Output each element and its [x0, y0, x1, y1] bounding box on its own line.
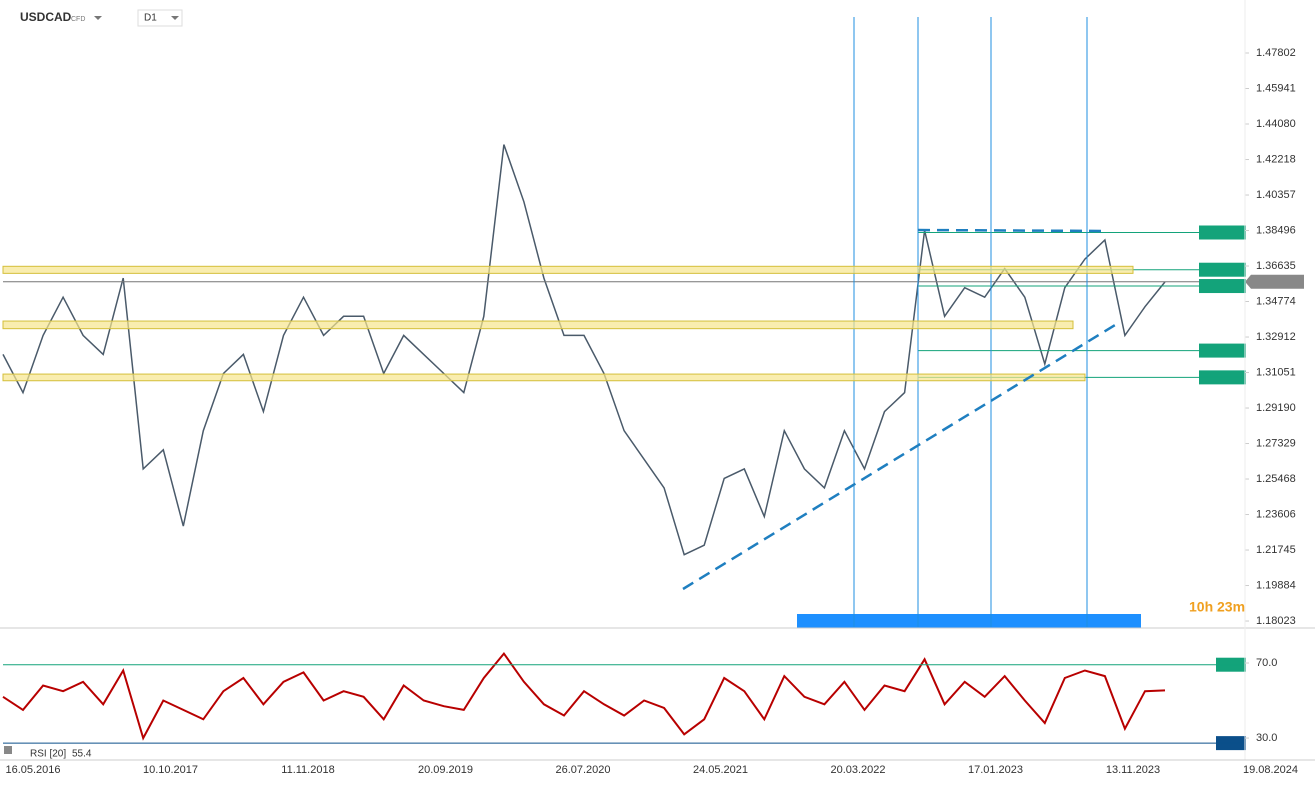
rsi-line — [2, 651, 1166, 741]
y-tick-label: 1.21745 — [1256, 544, 1296, 556]
y-tick-label: 1.38496 — [1256, 224, 1296, 236]
y-tick-label: 1.40357 — [1256, 189, 1296, 201]
x-tick-label: 26.07.2020 — [555, 764, 610, 776]
zone — [2, 320, 1074, 330]
rsi-last: 55.4 — [72, 749, 92, 760]
y-tick-label: 1.32912 — [1256, 331, 1296, 343]
y-tick-label: 1.29190 — [1256, 402, 1296, 414]
x-tick-label: 11.11.2018 — [281, 764, 334, 776]
y-tick-label: 1.19884 — [1256, 579, 1296, 591]
resistance-line — [917, 228, 1109, 233]
y-tick-label: 1.47802 — [1256, 47, 1296, 59]
y-tick-label: 1.23606 — [1256, 508, 1296, 520]
x-tick-label: 19.08.2024 — [1243, 764, 1298, 776]
y-tick-label: 1.44080 — [1256, 118, 1296, 130]
y-tick-label: 1.18023 — [1256, 615, 1296, 627]
symbol-kind: CFD — [71, 16, 85, 23]
timeframe-select[interactable] — [137, 9, 183, 27]
y-tick-label: 1.42218 — [1256, 153, 1296, 165]
rsi-icon[interactable] — [4, 746, 12, 754]
price-line — [2, 144, 1166, 556]
current-box — [1245, 274, 1304, 289]
x-tick-label: 10.10.2017 — [143, 764, 198, 776]
timeframe: D1 — [144, 13, 157, 24]
y-tick-label: 30.0 — [1256, 732, 1277, 744]
symbol-dropdown[interactable] — [94, 16, 102, 20]
zone — [2, 373, 1086, 382]
x-tick-label: 16.05.2016 — [5, 764, 60, 776]
y-tick-label: 1.36635 — [1256, 260, 1296, 272]
countdown: 10h 23m — [1189, 599, 1245, 615]
y-tick-label: 1.45941 — [1256, 82, 1296, 94]
symbol: USDCAD — [20, 10, 72, 24]
x-tick-label: 20.03.2022 — [830, 764, 885, 776]
y-tick-label: 1.25468 — [1256, 473, 1296, 485]
x-tick-label: 13.11.2023 — [1106, 764, 1160, 776]
zone — [2, 265, 1134, 274]
timeframe-arrow — [171, 16, 179, 20]
y-tick-label: 1.34774 — [1256, 295, 1296, 307]
y-tick-label: 1.27329 — [1256, 437, 1296, 449]
rsi-title: RSI [20] — [30, 749, 66, 760]
x-tick-label: 24.05.2021 — [693, 764, 748, 776]
y-tick-label: 70.0 — [1256, 657, 1277, 669]
marker-bar — [797, 614, 1141, 628]
y-tick-label: 1.31051 — [1256, 366, 1296, 378]
x-tick-label: 17.01.2023 — [968, 764, 1023, 776]
trend-line — [682, 320, 1121, 591]
x-tick-label: 20.09.2019 — [418, 764, 473, 776]
